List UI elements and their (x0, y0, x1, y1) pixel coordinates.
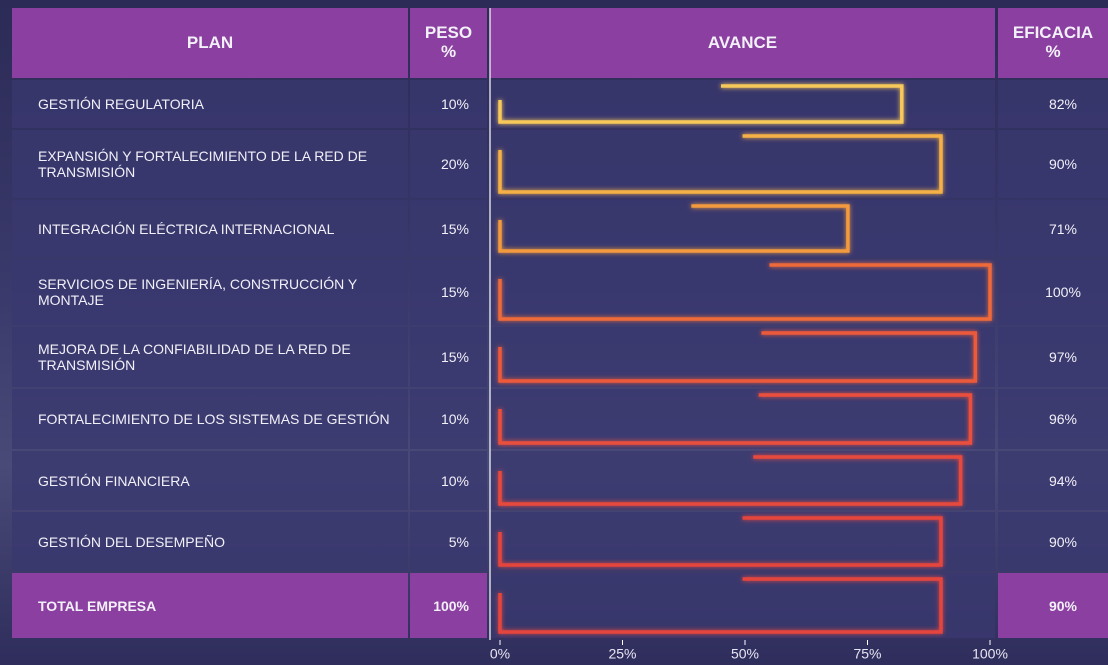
avance-bar (500, 395, 970, 443)
avance-bar (500, 265, 990, 319)
avance-bar (500, 86, 902, 122)
avance-bar (500, 206, 848, 251)
avance-chart: 0% 25% 50% 75% 100% (0, 0, 1108, 665)
x-tick-label: 75% (853, 646, 881, 662)
x-tick-label: 0% (490, 646, 510, 662)
avance-bar (500, 136, 941, 192)
avance-bar (500, 333, 975, 381)
avance-bar (500, 518, 941, 565)
avance-bar (500, 579, 941, 632)
x-tick-label: 100% (972, 646, 1008, 662)
x-tick-label: 50% (731, 646, 759, 662)
avance-bar (500, 457, 961, 504)
x-tick-label: 25% (608, 646, 636, 662)
page: PLANPESO%AVANCEEFICACIA%GESTIÓN REGULATO… (0, 0, 1108, 665)
